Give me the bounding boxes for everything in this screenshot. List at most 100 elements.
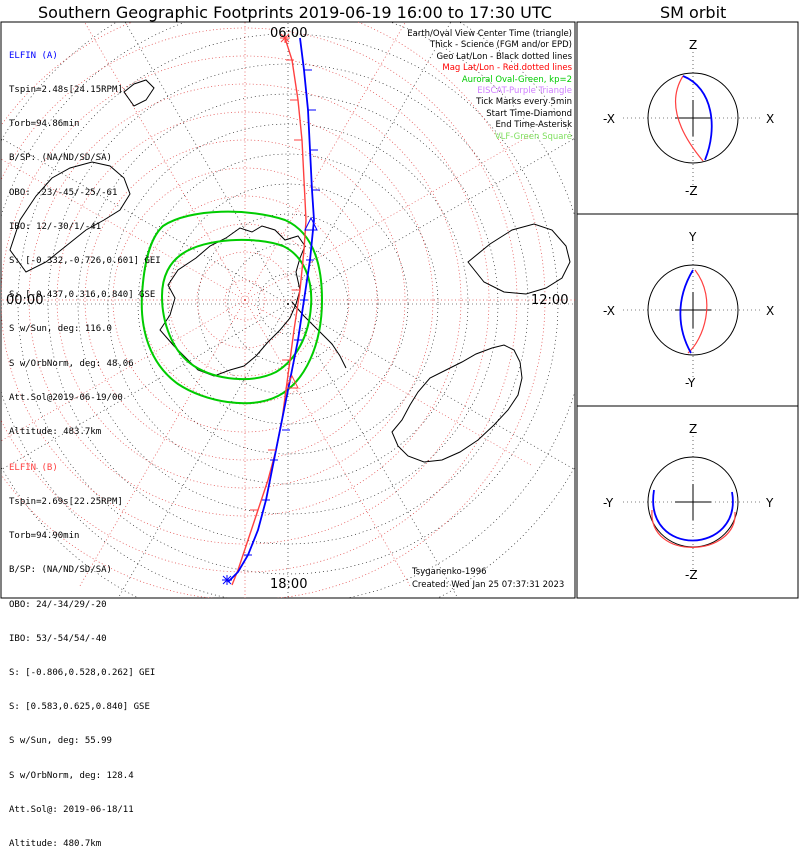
credit-created: Created: Wed Jan 25 07:37:31 2023 xyxy=(412,580,565,590)
elfin-a-track xyxy=(227,37,315,583)
mag-lon-line xyxy=(1,158,246,301)
sm-frame xyxy=(576,21,799,599)
auroral-oval-outer xyxy=(140,210,324,405)
sm-elfin-a-orbit xyxy=(652,489,734,542)
legend-item: Earth/Oval View Center Time (triangle) xyxy=(407,29,572,39)
elfin-b-line: IBO: 53/-54/54/-40 xyxy=(9,633,107,644)
elfin-a-center-triangle xyxy=(304,216,318,231)
elfin-a-line: S w/OrbNorm, deg: 48.06 xyxy=(9,358,134,369)
mag-lat-circle xyxy=(28,83,462,517)
elfin-b-line: S w/OrbNorm, deg: 128.4 xyxy=(9,770,134,781)
geo-lon-line xyxy=(117,303,289,598)
australia-coastline xyxy=(9,161,131,273)
elfin-a-line: Att.Sol@2019-06-19/00 xyxy=(9,392,123,403)
antarctica-coastline xyxy=(159,225,306,377)
elfin-b-line: S: [0.583,0.625,0.840] GSE xyxy=(9,702,150,713)
mag-lon-line xyxy=(244,299,531,466)
sm-axis-label-down: -Z xyxy=(685,184,698,198)
elfin-b-line: OBO: 24/-34/29/-20 xyxy=(9,599,107,610)
geo-lat-circle xyxy=(257,273,319,335)
sm-panel: Z -Z -X X xyxy=(603,38,774,198)
mag-lat-circle xyxy=(1,27,518,573)
legend: Earth/Oval View Center Time (triangle) T… xyxy=(407,29,572,143)
legend-item: Geo Lat/Lon - Black dotted lines xyxy=(436,51,572,62)
mag-lat-circle xyxy=(1,22,546,598)
mag-lat-circle xyxy=(56,111,434,489)
legend-item: VLF-Green Square xyxy=(494,131,572,142)
sm-elfin-a-orbit xyxy=(679,269,694,354)
elfin-a-line: Altitude: 483.7km xyxy=(9,427,102,438)
sm-elfin-b-orbit xyxy=(687,269,708,354)
elfin-b-center-triangle xyxy=(285,374,299,389)
elfin-b-track xyxy=(231,37,307,586)
sm-axis-label-left: -Y xyxy=(603,496,614,510)
legend-item: Auroral Oval-Green, kp=2 xyxy=(461,74,572,85)
geo-lon-line xyxy=(287,303,575,471)
polar-map xyxy=(1,22,575,598)
legend-item: Tick Marks every 5min xyxy=(476,97,572,108)
elfin-b-line: S: [-0.806,0.528,0.262] GEI xyxy=(9,668,156,679)
elfin-b-line: Altitude: 480.7km xyxy=(9,839,102,850)
sm-panel: Y -Y -X X xyxy=(603,230,774,390)
geo-lon-line xyxy=(1,303,289,471)
elfin-b-line: Torb=94.90min xyxy=(9,531,80,542)
sm-panel: Z -Z -Y Y xyxy=(603,422,774,582)
sm-axis-label-up: Z xyxy=(689,38,697,52)
elfin-a-ticks xyxy=(244,69,320,556)
elfin-a-line: S: [-0.332,-0.726,0.601] GEI xyxy=(9,256,161,267)
sm-axis-label-right: X xyxy=(766,112,774,126)
sm-axis-label-right: X xyxy=(766,304,774,318)
sm-axis-label-up: Z xyxy=(689,422,697,436)
mag-lon-line xyxy=(244,22,406,301)
elfin-a-line: B/SP: (NA/ND/SD/SA) xyxy=(9,153,112,164)
elfin-a-line: OBO: -23/-45/-25/-61 xyxy=(9,187,118,198)
sm-axis-label-left: -X xyxy=(603,304,615,318)
figure-canvas: Z -Z -X X Y -Y -X X Z -Z -Y Y xyxy=(0,21,799,599)
elfin-b-line: B/SP: (NA/ND/SD/SA) xyxy=(9,565,112,576)
elfin-b-start-asterisk xyxy=(280,33,290,43)
auroral-oval-inner xyxy=(160,238,313,381)
geo-lon-line xyxy=(287,137,575,305)
hour-label-bottom: 18:00 xyxy=(270,577,308,592)
mag-lon-line xyxy=(1,299,246,442)
legend-item: Mag Lat/Lon - Red dotted lines xyxy=(442,63,572,74)
elfin-b-line: Att.Sol@: 2019-06-18/11 xyxy=(9,804,134,815)
elfin-a-info-panel: ELFIN (A) Tspin=2.48s[24.15RPM] Torb=94.… xyxy=(9,28,161,450)
mag-lat-circle xyxy=(1,55,490,545)
elfin-b-ticks xyxy=(250,59,302,511)
hour-label-right: 12:00 xyxy=(531,293,569,308)
sm-axis-label-up: Y xyxy=(688,230,697,244)
south-america-coastline xyxy=(391,344,523,463)
legend-item: End Time-Asterisk xyxy=(495,120,572,131)
elfin-a-line: IBO: 12/-30/1/-41 xyxy=(9,221,102,232)
sm-orbit-panels: Z -Z -X X Y -Y -X X Z -Z -Y Y xyxy=(603,38,774,582)
sm-orbit-title: SM orbit xyxy=(660,3,727,22)
mag-lon-line xyxy=(79,299,246,586)
sm-elfin-b-orbit xyxy=(674,75,704,162)
elfin-b-line: Tspin=2.69s[22.25RPM] xyxy=(9,497,123,508)
geo-lat-circle xyxy=(137,153,439,455)
elfin-b-line: S w/Sun, deg: 55.99 xyxy=(9,736,112,747)
sm-elfin-a-orbit xyxy=(682,75,713,161)
new-zealand-coastline xyxy=(123,79,155,107)
sm-axis-label-down: -Y xyxy=(685,376,696,390)
elfin-a-line: S w/Sun, deg: 116.0 xyxy=(9,324,112,335)
africa-coastline xyxy=(467,223,571,295)
geo-lon-line xyxy=(287,303,459,598)
elfin-a-line: Tspin=2.48s[24.15RPM] xyxy=(9,85,123,96)
sm-axis-label-right: Y xyxy=(765,496,774,510)
mag-lat-circle xyxy=(224,279,266,321)
mag-lat-circle xyxy=(196,251,294,349)
legend-item: Thick - Science (FGM and/or EPD) xyxy=(429,40,572,51)
hour-label-left: 00:00 xyxy=(6,293,44,308)
mag-lon-line xyxy=(244,134,531,301)
mag-lon-line xyxy=(84,22,246,301)
geo-lon-line xyxy=(124,22,289,305)
chart-title: Southern Geographic Footprints 2019-06-1… xyxy=(38,3,552,22)
elfin-a-end-asterisk xyxy=(222,575,232,585)
geo-lat-circle xyxy=(197,213,379,395)
hour-label-top: 06:00 xyxy=(270,26,308,41)
mag-lat-circle xyxy=(84,139,406,461)
credit-author: Tsyganenko-1996 xyxy=(412,567,487,577)
mag-lon-line xyxy=(244,299,411,586)
